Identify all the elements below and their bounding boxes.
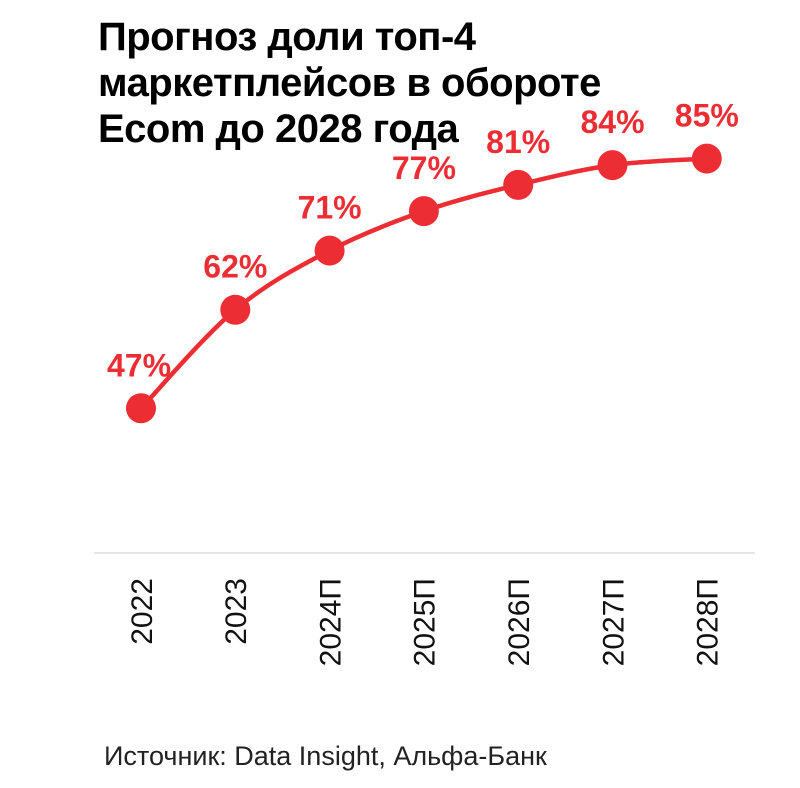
x-tick-label-2025П: 2025П [409,578,442,666]
data-label-2023: 62% [203,249,267,285]
data-point-2022 [126,393,156,424]
data-point-2023 [220,294,251,325]
data-label-2022: 47% [107,347,171,383]
x-tick-label-2026П: 2026П [503,578,536,666]
data-point-2025П [408,196,439,227]
data-label-2028П: 85% [675,98,739,134]
data-point-2024П [314,235,345,266]
data-label-2025П: 77% [392,150,456,186]
chart-title: Прогноз доли топ-4 маркетплейсов в оборо… [98,14,778,152]
chart-title-line-3: Ecom до 2028 года [98,107,459,151]
source-note: Источник: Data Insight, Альфа-Банк [104,741,547,771]
chart-title-line-2: маркетплейсов в обороте [98,61,601,105]
x-tick-label-2024П: 2024П [314,578,347,666]
x-tick-label-2027П: 2027П [597,578,630,666]
chart-title-line-1: Прогноз доли топ-4 [98,15,476,59]
data-label-2027П: 84% [580,104,644,140]
data-point-2027П [597,150,628,181]
data-point-2026П [503,169,534,200]
x-tick-label-2022: 2022 [126,578,159,645]
data-point-2028П [691,143,722,174]
x-tick-label-2023: 2023 [220,578,253,645]
data-label-2026П: 81% [486,124,550,160]
x-tick-label-2028П: 2028П [692,578,725,666]
data-label-2024П: 71% [298,190,362,226]
